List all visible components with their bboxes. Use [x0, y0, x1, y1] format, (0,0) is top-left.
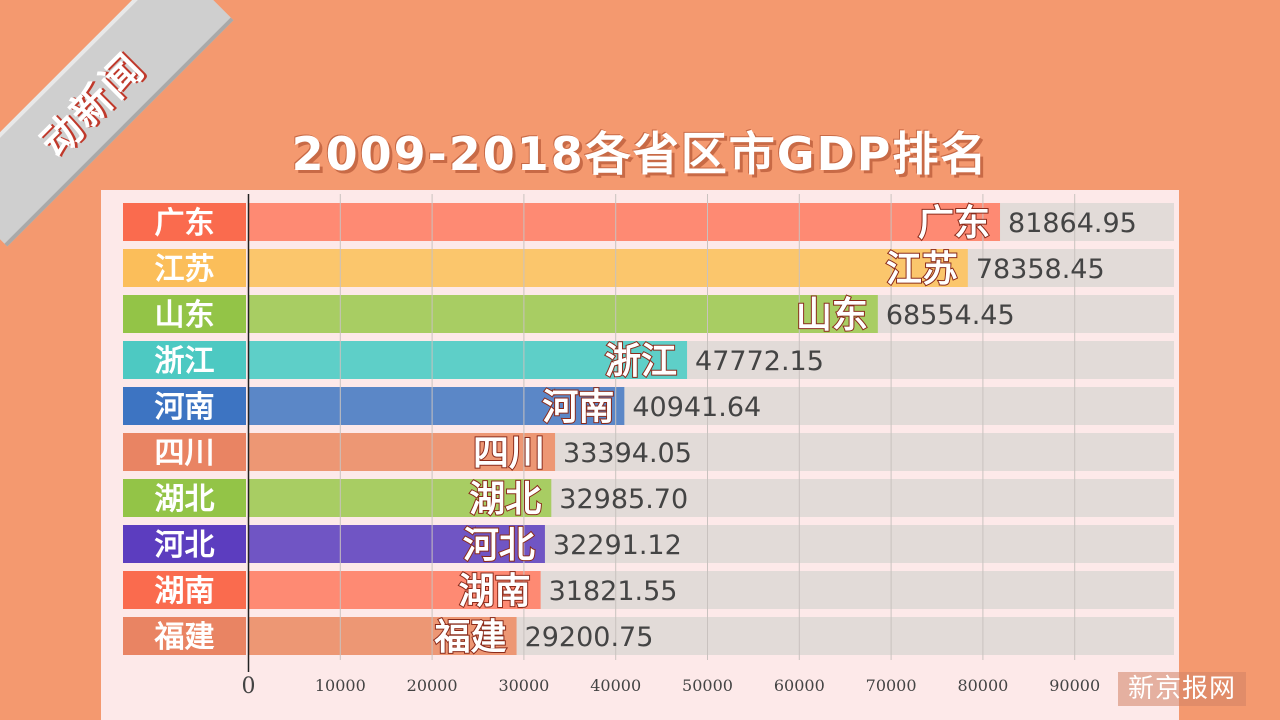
value-label: 81864.95: [1008, 208, 1137, 239]
chart-panel: 广东 江苏 山东 浙江 河南 四川 湖北 河北 湖南 福建 广东 81864.95 江苏 78358.45…: [101, 190, 1179, 720]
value-label: 78358.45: [976, 254, 1105, 285]
bar: [248, 479, 552, 517]
category-label: 湖北: [155, 482, 215, 517]
bar: [248, 525, 545, 563]
value-label: 31821.55: [549, 576, 678, 607]
category-label-box: [123, 571, 246, 609]
category-label: 广东: [155, 206, 215, 241]
value-label: 33394.05: [563, 438, 692, 469]
value-label: 47772.15: [695, 346, 824, 377]
x-tick-label: 20000: [407, 676, 458, 695]
bar: [248, 295, 878, 333]
bar-inner-label: 浙江: [605, 341, 677, 382]
bar-inner-label: 江苏: [886, 249, 958, 290]
category-label: 河北: [155, 528, 215, 563]
category-label: 江苏: [155, 252, 215, 287]
category-label: 四川: [155, 436, 215, 471]
bar: [248, 617, 517, 655]
category-label-box: [123, 341, 246, 379]
x-tick-label: 60000: [774, 676, 825, 695]
category-label: 湖南: [155, 574, 215, 609]
x-tick-label: 70000: [866, 676, 917, 695]
category-label: 福建: [154, 620, 215, 655]
bar-inner-label: 山东: [796, 295, 868, 336]
category-label-box: [123, 295, 246, 333]
bar-inner-label: 广东: [918, 203, 990, 244]
watermark: 新京报网: [1118, 672, 1246, 706]
bar: [248, 249, 968, 287]
x-tick-label: 30000: [498, 676, 549, 695]
bar: [248, 387, 625, 425]
bar: [248, 433, 556, 471]
category-label: 浙江: [155, 344, 215, 379]
chart-title: 2009-2018各省区市GDP排名: [291, 127, 989, 181]
category-label-box: [123, 525, 246, 563]
bar-inner-label: 四川: [473, 433, 545, 474]
value-label: 68554.45: [886, 300, 1015, 331]
category-label-box: [123, 617, 246, 655]
bar-inner-label: 河北: [463, 525, 535, 566]
x-tick-label: 0: [242, 674, 256, 699]
x-tick-label: 90000: [1049, 676, 1100, 695]
x-tick-label: 50000: [682, 676, 733, 695]
category-label-box: [123, 479, 246, 517]
x-tick-label: 10000: [315, 676, 366, 695]
category-label-box: [123, 433, 246, 471]
bar-inner-label: 湖南: [459, 571, 531, 612]
x-tick-label: 40000: [590, 676, 641, 695]
value-label: 32291.12: [553, 530, 682, 561]
bar-inner-label: 河南: [542, 387, 614, 428]
category-label-box: [123, 249, 246, 287]
category-label: 山东: [155, 298, 215, 333]
bar-inner-label: 湖北: [469, 479, 541, 520]
value-label: 32985.70: [559, 484, 688, 515]
x-tick-label: 80000: [957, 676, 1008, 695]
value-label: 29200.75: [525, 622, 654, 653]
bar: [248, 341, 688, 379]
bar-inner-label: 福建: [434, 617, 507, 658]
category-label: 河南: [155, 390, 215, 425]
category-label-box: [123, 203, 246, 241]
value-label: 40941.64: [632, 392, 761, 423]
category-label-box: [123, 387, 246, 425]
bar: [248, 203, 1001, 241]
bar: [248, 571, 541, 609]
